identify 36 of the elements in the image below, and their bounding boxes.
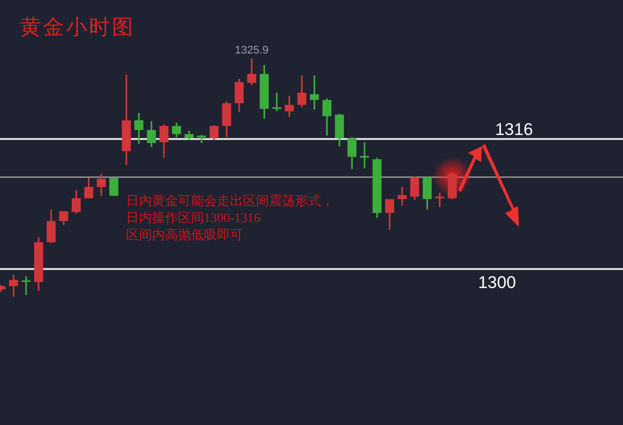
candlestick (297, 74, 306, 108)
candlestick (46, 208, 56, 244)
ref-line-label: 1300 (478, 272, 516, 292)
candlestick (210, 124, 219, 141)
candlestick (172, 122, 181, 138)
candlestick (360, 141, 370, 170)
candlestick (284, 95, 294, 118)
candlestick (72, 189, 81, 215)
candlestick (109, 177, 118, 197)
annotation: 日内操作区间1300-1316 (126, 210, 261, 225)
candlestick (222, 100, 232, 138)
candlestick (146, 120, 156, 148)
candlestick (410, 176, 420, 201)
ref-line-label: 1316 (495, 120, 533, 139)
text: 黄金小时图 (20, 15, 135, 39)
annotation: 1325.9 (234, 44, 269, 57)
annotation: 日内黄金可能会走出区间震荡形式， (126, 193, 334, 208)
candlestick (422, 176, 432, 210)
candlestick (84, 177, 94, 200)
candlestick (322, 98, 332, 137)
candlestick (22, 275, 31, 296)
candlestick (234, 78, 244, 113)
candlestick (435, 192, 444, 208)
candlestick (398, 186, 407, 206)
candlestick (9, 274, 18, 298)
candlestick (59, 210, 68, 226)
candlestick (96, 173, 106, 197)
candlestick (247, 58, 256, 86)
candlestick (310, 74, 319, 111)
candlestick (159, 124, 168, 158)
candlestick (272, 92, 282, 112)
candlestick (334, 112, 344, 148)
annotation: 区间内高抛低吸即可 (126, 227, 243, 242)
candlestick (134, 112, 144, 145)
candlestick (385, 198, 394, 231)
candlestick (347, 136, 356, 170)
